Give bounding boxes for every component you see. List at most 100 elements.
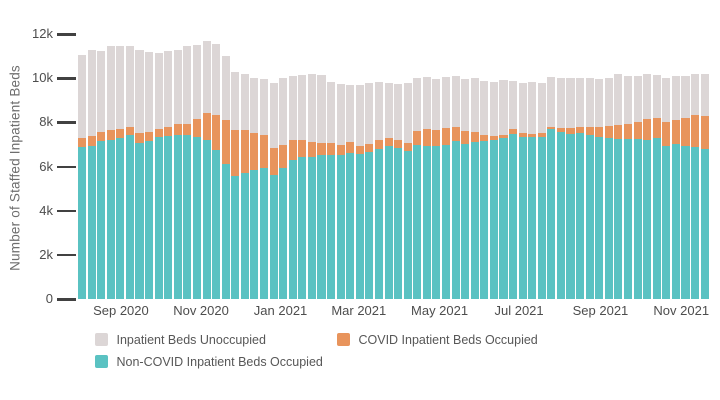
bar-segment-covid[interactable]: [451, 126, 460, 141]
bar-segment-unoccupied[interactable]: [681, 75, 690, 118]
legend-item-non-covid-occupied[interactable]: Non-COVID Inpatient Beds Occupied: [95, 355, 323, 369]
bar-segment-covid[interactable]: [355, 145, 364, 154]
bar-segment-covid[interactable]: [317, 143, 326, 156]
bar-segment-covid[interactable]: [595, 127, 604, 137]
bar-segment-covid[interactable]: [212, 115, 221, 150]
bar-segment-unoccupied[interactable]: [78, 54, 87, 139]
bar-segment-unoccupied[interactable]: [145, 51, 154, 132]
bar-segment-unoccupied[interactable]: [192, 44, 202, 120]
bar-segment-non_covid[interactable]: [489, 139, 498, 299]
bar-segment-unoccupied[interactable]: [97, 50, 106, 132]
bar-segment-covid[interactable]: [681, 117, 690, 146]
bar-segment-covid[interactable]: [125, 126, 134, 136]
bar-segment-unoccupied[interactable]: [116, 45, 125, 130]
bar-segment-non_covid[interactable]: [547, 128, 556, 299]
bar-segment-non_covid[interactable]: [518, 137, 527, 299]
bar-segment-unoccupied[interactable]: [250, 77, 259, 133]
bar-segment-unoccupied[interactable]: [509, 81, 518, 130]
bar-segment-covid[interactable]: [145, 131, 154, 141]
bar-segment-non_covid[interactable]: [164, 135, 173, 299]
bar-segment-covid[interactable]: [441, 127, 451, 146]
bar-segment-unoccupied[interactable]: [317, 75, 326, 144]
bar-segment-covid[interactable]: [489, 135, 498, 140]
bar-segment-unoccupied[interactable]: [614, 74, 623, 126]
bar-segment-covid[interactable]: [604, 126, 613, 139]
bar-segment-unoccupied[interactable]: [518, 82, 527, 134]
bar-segment-non_covid[interactable]: [135, 143, 144, 299]
bar-segment-unoccupied[interactable]: [87, 49, 96, 136]
bar-segment-unoccupied[interactable]: [595, 79, 604, 128]
bar-segment-covid[interactable]: [279, 145, 288, 168]
bar-segment-covid[interactable]: [700, 115, 709, 149]
bar-segment-non_covid[interactable]: [604, 138, 613, 299]
bar-segment-covid[interactable]: [307, 142, 316, 157]
bar-segment-covid[interactable]: [78, 138, 87, 147]
bar-segment-non_covid[interactable]: [154, 137, 163, 299]
bar-segment-covid[interactable]: [192, 119, 202, 137]
bar-segment-unoccupied[interactable]: [566, 78, 575, 129]
bar-segment-non_covid[interactable]: [461, 143, 470, 299]
bar-segment-covid[interactable]: [691, 114, 700, 147]
bar-segment-unoccupied[interactable]: [336, 83, 345, 146]
bar-segment-covid[interactable]: [422, 128, 431, 146]
bar-segment-non_covid[interactable]: [298, 157, 307, 299]
bar-segment-covid[interactable]: [576, 127, 585, 134]
bar-segment-unoccupied[interactable]: [585, 78, 594, 127]
bar-segment-non_covid[interactable]: [78, 146, 87, 299]
bar-segment-non_covid[interactable]: [116, 138, 125, 299]
bar-segment-unoccupied[interactable]: [307, 74, 316, 143]
bar-segment-unoccupied[interactable]: [604, 77, 613, 127]
bar-segment-unoccupied[interactable]: [202, 40, 211, 114]
bar-segment-covid[interactable]: [259, 134, 269, 168]
bar-segment-unoccupied[interactable]: [576, 77, 585, 128]
bar-segment-covid[interactable]: [250, 132, 259, 170]
bar-segment-unoccupied[interactable]: [451, 75, 460, 127]
bar-segment-non_covid[interactable]: [106, 139, 115, 299]
bar-segment-non_covid[interactable]: [432, 146, 441, 299]
bar-segment-non_covid[interactable]: [307, 156, 316, 299]
bar-segment-covid[interactable]: [288, 140, 297, 160]
bar-segment-unoccupied[interactable]: [480, 81, 489, 136]
bar-segment-non_covid[interactable]: [537, 136, 546, 299]
bar-segment-non_covid[interactable]: [441, 145, 451, 299]
bar-segment-unoccupied[interactable]: [269, 82, 278, 148]
bar-segment-covid[interactable]: [633, 122, 642, 139]
bar-segment-unoccupied[interactable]: [365, 82, 374, 145]
bar-segment-covid[interactable]: [240, 130, 249, 174]
bar-segment-unoccupied[interactable]: [422, 77, 431, 129]
bar-segment-non_covid[interactable]: [576, 133, 585, 299]
bar-segment-covid[interactable]: [518, 133, 527, 138]
bar-segment-non_covid[interactable]: [643, 140, 652, 299]
bar-segment-covid[interactable]: [652, 117, 661, 139]
bar-segment-covid[interactable]: [394, 139, 403, 148]
bar-segment-unoccupied[interactable]: [394, 84, 403, 140]
bar-segment-unoccupied[interactable]: [652, 74, 661, 118]
bar-segment-unoccupied[interactable]: [106, 46, 115, 131]
bar-segment-unoccupied[interactable]: [212, 43, 221, 116]
bar-segment-non_covid[interactable]: [279, 167, 288, 299]
bar-segment-unoccupied[interactable]: [125, 45, 134, 127]
bar-segment-covid[interactable]: [97, 131, 106, 141]
bar-segment-unoccupied[interactable]: [671, 75, 680, 121]
bar-segment-non_covid[interactable]: [691, 146, 700, 299]
bar-segment-non_covid[interactable]: [499, 138, 508, 299]
bar-segment-unoccupied[interactable]: [499, 80, 508, 136]
bar-segment-covid[interactable]: [499, 135, 508, 139]
bar-segment-non_covid[interactable]: [365, 151, 374, 299]
bar-segment-covid[interactable]: [173, 124, 182, 135]
bar-segment-non_covid[interactable]: [240, 173, 249, 299]
bar-segment-covid[interactable]: [403, 142, 412, 152]
bar-segment-unoccupied[interactable]: [346, 84, 355, 142]
bar-segment-covid[interactable]: [470, 132, 479, 142]
bar-segment-covid[interactable]: [221, 119, 230, 164]
bar-segment-non_covid[interactable]: [269, 175, 278, 299]
bar-segment-non_covid[interactable]: [346, 152, 355, 299]
bar-segment-non_covid[interactable]: [585, 135, 594, 299]
bar-segment-non_covid[interactable]: [451, 141, 460, 299]
bar-segment-non_covid[interactable]: [212, 149, 221, 299]
bar-segment-unoccupied[interactable]: [374, 81, 383, 140]
bar-segment-non_covid[interactable]: [413, 145, 422, 299]
bar-segment-covid[interactable]: [566, 128, 575, 135]
bar-segment-non_covid[interactable]: [480, 140, 489, 299]
bar-segment-non_covid[interactable]: [528, 136, 537, 299]
